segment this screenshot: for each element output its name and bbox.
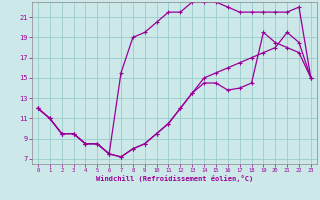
X-axis label: Windchill (Refroidissement éolien,°C): Windchill (Refroidissement éolien,°C) <box>96 175 253 182</box>
